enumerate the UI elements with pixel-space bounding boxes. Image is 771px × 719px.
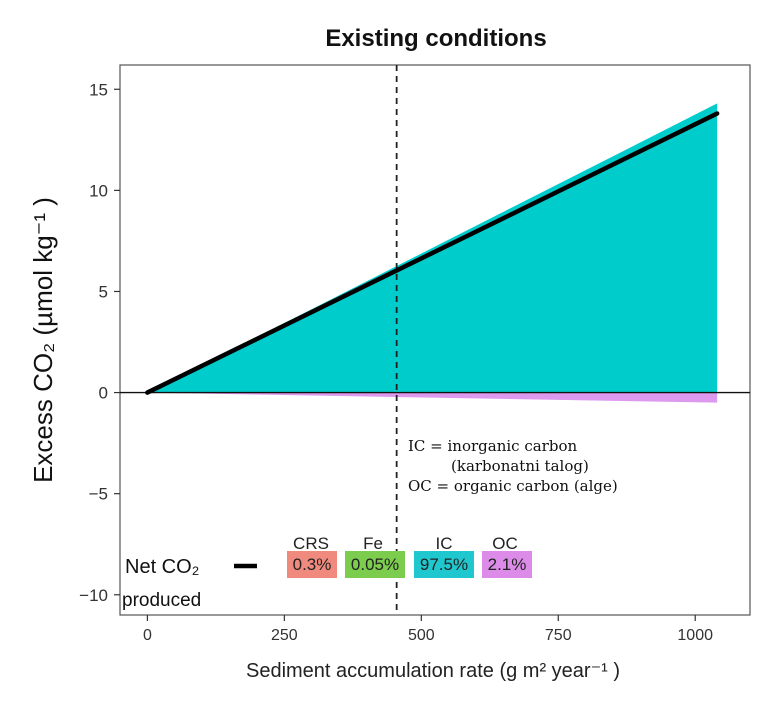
x-tick-label: 0 — [143, 627, 152, 644]
annotation: IC = inorganic carbon (karbonatni talog)… — [408, 437, 618, 495]
legend-ic-pct: 97.5% — [420, 555, 468, 574]
legend-crs-pct: 0.3% — [293, 555, 332, 574]
y-tick-label: −10 — [79, 586, 108, 605]
y-axis-label: Excess CO₂ (µmol kg⁻¹ ) — [28, 197, 58, 483]
x-tick-label: 750 — [545, 627, 572, 644]
y-tick-label: 15 — [89, 80, 108, 99]
chart-title: Existing conditions — [325, 25, 546, 52]
annotation-line-1: IC = inorganic carbon — [408, 437, 577, 455]
legend-oc-name: OC — [492, 534, 518, 553]
net-co2-line — [145, 111, 720, 395]
area-oc — [147, 392, 718, 403]
annotation-line-3: OC = organic carbon (alge) — [408, 477, 618, 495]
legend-crs-name: CRS — [293, 534, 329, 553]
legend-fe-pct: 0.05% — [351, 555, 399, 574]
x-tick-label: 250 — [271, 627, 298, 644]
legend: Net CO₂ produced CRS 0.3% Fe 0.05% IC 97… — [122, 534, 532, 611]
legend-fe-swatch — [345, 551, 405, 578]
y-tick-label: 5 — [99, 282, 108, 301]
y-tick-label: −5 — [89, 485, 108, 504]
y-tick-label: 10 — [89, 181, 108, 200]
legend-fe-name: Fe — [363, 534, 383, 553]
legend-net-label-2: produced — [122, 590, 201, 611]
legend-oc-swatch — [482, 551, 532, 578]
x-tick-label: 500 — [408, 627, 435, 644]
area-ic — [147, 103, 718, 393]
annotation-line-2: (karbonatni talog) — [451, 457, 589, 475]
legend-ic-name: IC — [436, 534, 453, 553]
legend-crs-swatch — [287, 551, 337, 578]
chart-marks — [120, 65, 750, 615]
plot-frame — [119, 64, 751, 616]
x-axis-label: Sediment accumulation rate (g m² year⁻¹ … — [246, 660, 620, 682]
x-tick-label: 1000 — [677, 627, 713, 644]
y-tick-label: 0 — [99, 384, 108, 403]
axis-ticks: 0 250 500 750 1000 −10 −5 0 5 10 15 — [79, 80, 713, 644]
legend-oc-pct: 2.1% — [488, 555, 527, 574]
legend-ic-swatch — [414, 551, 474, 578]
legend-net-label-1: Net CO₂ — [125, 556, 199, 578]
